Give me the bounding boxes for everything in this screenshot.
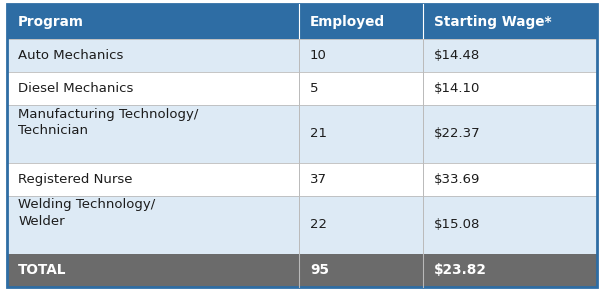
Text: Employed: Employed <box>310 15 385 29</box>
Bar <box>299 254 423 287</box>
Bar <box>423 72 597 105</box>
Text: Welding Technology/
Welder: Welding Technology/ Welder <box>18 198 155 228</box>
Text: Diesel Mechanics: Diesel Mechanics <box>18 82 133 95</box>
Text: Starting Wage*: Starting Wage* <box>434 15 551 29</box>
Bar <box>7 72 299 105</box>
Bar <box>299 72 423 105</box>
Bar <box>7 105 299 163</box>
Bar <box>423 105 597 163</box>
Text: 10: 10 <box>310 49 327 62</box>
Text: $14.10: $14.10 <box>434 82 480 95</box>
Bar <box>299 72 423 105</box>
Text: $33.69: $33.69 <box>434 173 480 186</box>
Bar <box>423 39 597 72</box>
Bar <box>7 196 299 254</box>
Bar <box>7 4 299 39</box>
Text: Auto Mechanics: Auto Mechanics <box>18 49 123 62</box>
Bar <box>423 39 597 72</box>
Bar <box>7 105 299 163</box>
Bar <box>423 4 597 39</box>
Bar <box>423 72 597 105</box>
Bar <box>7 72 299 105</box>
Text: 21: 21 <box>310 127 327 141</box>
Bar <box>299 105 423 163</box>
Bar <box>7 39 299 72</box>
Text: 5: 5 <box>310 82 318 95</box>
Text: 95: 95 <box>310 263 329 277</box>
Bar <box>299 39 423 72</box>
Text: 37: 37 <box>310 173 327 186</box>
Text: 22: 22 <box>310 218 327 231</box>
Bar <box>299 39 423 72</box>
Bar <box>7 39 299 72</box>
Bar <box>423 196 597 254</box>
Text: Registered Nurse: Registered Nurse <box>18 173 133 186</box>
Bar <box>299 196 423 254</box>
Text: $22.37: $22.37 <box>434 127 480 141</box>
Bar <box>299 105 423 163</box>
Bar <box>299 196 423 254</box>
Bar <box>7 163 299 196</box>
Bar <box>423 163 597 196</box>
Bar <box>423 105 597 163</box>
Bar <box>7 163 299 196</box>
Text: $15.08: $15.08 <box>434 218 480 231</box>
Bar <box>423 254 597 287</box>
Bar <box>7 196 299 254</box>
Bar <box>299 163 423 196</box>
Bar <box>299 163 423 196</box>
Bar <box>7 254 299 287</box>
Text: Program: Program <box>18 15 84 29</box>
Bar <box>423 196 597 254</box>
Text: $23.82: $23.82 <box>434 263 487 277</box>
Bar <box>423 163 597 196</box>
Text: TOTAL: TOTAL <box>18 263 66 277</box>
Text: $14.48: $14.48 <box>434 49 480 62</box>
Text: Manufacturing Technology/
Technician: Manufacturing Technology/ Technician <box>18 108 199 137</box>
Bar <box>299 4 423 39</box>
